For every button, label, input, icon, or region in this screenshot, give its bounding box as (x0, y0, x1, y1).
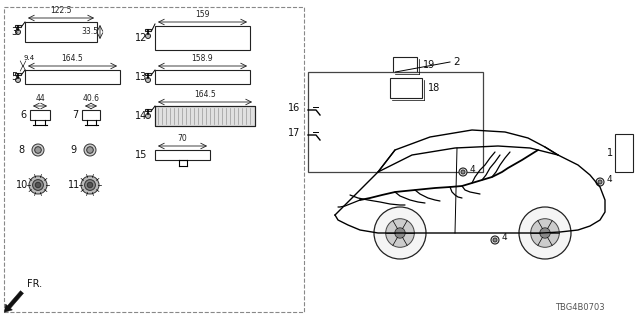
Text: 17: 17 (288, 128, 300, 138)
Text: 7: 7 (72, 110, 78, 120)
Bar (25, 70, 120, 84)
Text: 164.5: 164.5 (194, 90, 216, 99)
Text: 122.5: 122.5 (51, 6, 72, 15)
Text: 15: 15 (135, 150, 147, 160)
Bar (15, 25, 21, 27)
Text: 70: 70 (178, 134, 188, 143)
Bar (30, 110, 50, 120)
Circle shape (29, 176, 47, 194)
Text: 5: 5 (11, 72, 17, 82)
Text: 40.6: 40.6 (83, 94, 99, 103)
Bar (15, 73, 21, 75)
Bar (145, 109, 151, 111)
Bar (155, 150, 210, 160)
Text: 8: 8 (18, 145, 24, 155)
Text: 4: 4 (470, 164, 476, 173)
Circle shape (395, 228, 405, 238)
Circle shape (15, 29, 20, 35)
Circle shape (35, 147, 42, 153)
Bar (615, 134, 633, 172)
Bar (145, 73, 151, 75)
Text: FR.: FR. (27, 279, 42, 289)
Circle shape (459, 168, 467, 176)
Bar (390, 78, 422, 98)
Text: 6: 6 (20, 110, 26, 120)
Bar (308, 72, 483, 172)
Bar (155, 70, 250, 84)
Text: 11: 11 (68, 180, 80, 190)
Text: 33.5: 33.5 (81, 28, 98, 36)
Text: 12: 12 (135, 33, 147, 43)
Bar (145, 29, 151, 31)
Bar (155, 106, 255, 126)
Text: 164.5: 164.5 (61, 54, 83, 63)
Text: 44: 44 (35, 94, 45, 103)
Text: 9.4: 9.4 (24, 55, 35, 61)
Text: TBG4B0703: TBG4B0703 (555, 303, 605, 313)
Circle shape (493, 238, 497, 242)
Circle shape (145, 34, 150, 38)
Circle shape (81, 176, 99, 194)
Bar (155, 26, 250, 50)
Circle shape (84, 180, 95, 190)
Circle shape (87, 182, 93, 188)
Text: 10: 10 (16, 180, 28, 190)
Circle shape (531, 219, 559, 247)
Circle shape (596, 178, 604, 186)
Circle shape (86, 147, 93, 153)
Text: 14: 14 (135, 111, 147, 121)
Text: 1: 1 (607, 148, 613, 158)
Bar (82, 110, 100, 120)
Circle shape (84, 144, 96, 156)
Circle shape (386, 219, 414, 247)
Text: 18: 18 (428, 83, 440, 93)
Text: 9: 9 (70, 145, 76, 155)
Circle shape (35, 182, 41, 188)
Bar (4, 7, 304, 312)
Text: 13: 13 (135, 72, 147, 82)
Text: 4: 4 (607, 174, 612, 183)
Circle shape (540, 228, 550, 238)
Circle shape (491, 236, 499, 244)
Text: 158.9: 158.9 (192, 54, 213, 63)
Circle shape (145, 77, 150, 83)
Text: 2: 2 (453, 57, 460, 67)
Bar (25, 22, 97, 42)
Circle shape (33, 180, 44, 190)
Bar (393, 57, 417, 72)
Circle shape (374, 207, 426, 259)
Text: 3: 3 (11, 27, 17, 37)
Text: 16: 16 (288, 103, 300, 113)
Text: 19: 19 (423, 60, 435, 69)
FancyArrow shape (4, 291, 24, 312)
Circle shape (461, 170, 465, 174)
Circle shape (32, 144, 44, 156)
Circle shape (145, 114, 150, 118)
Text: 159: 159 (195, 10, 210, 19)
Circle shape (15, 77, 20, 83)
Circle shape (519, 207, 571, 259)
Text: 4: 4 (502, 233, 508, 242)
Bar (155, 106, 255, 126)
Circle shape (598, 180, 602, 184)
